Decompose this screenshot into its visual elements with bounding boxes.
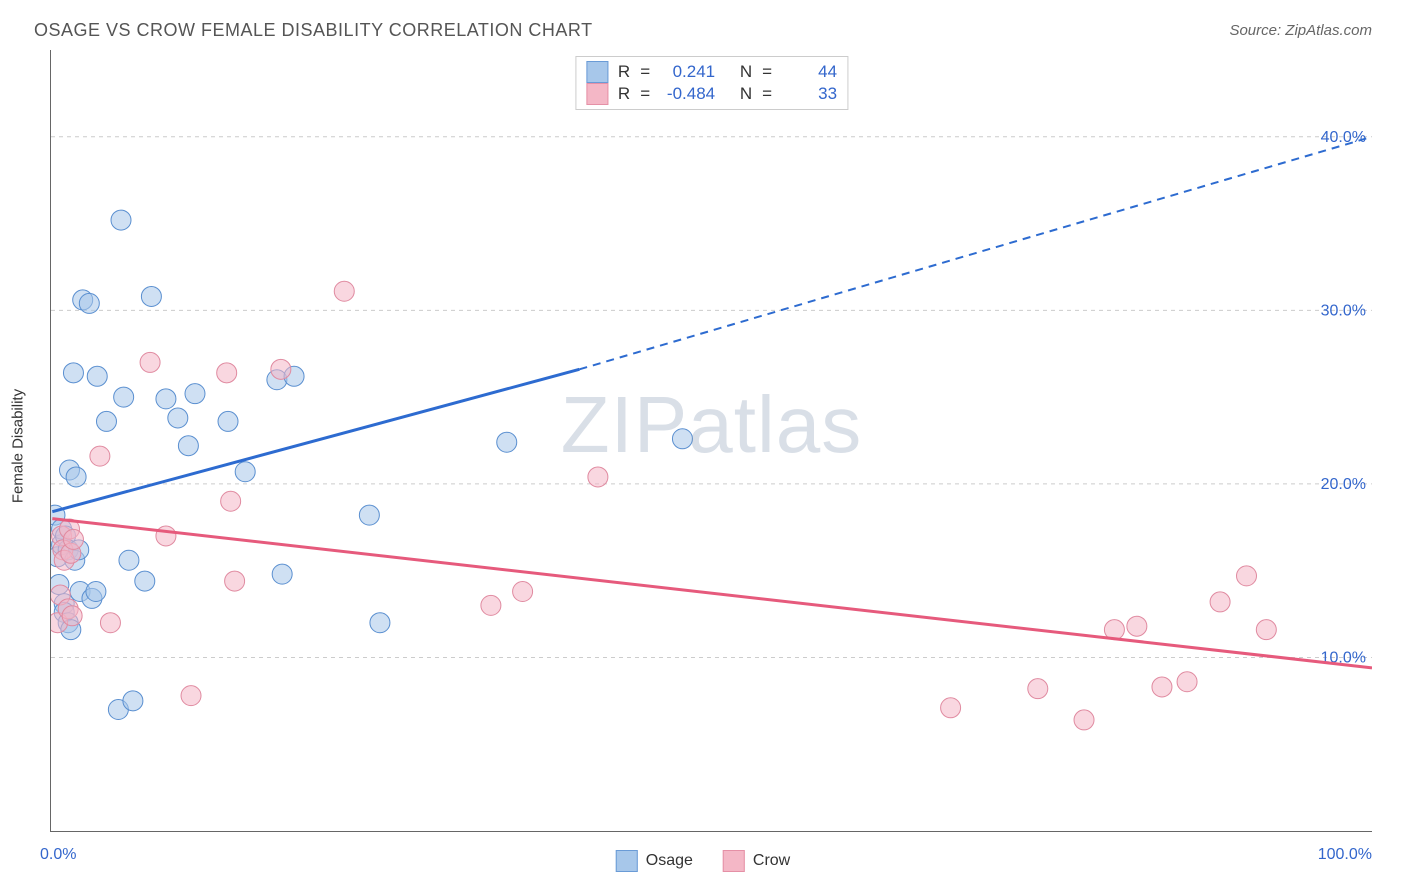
source-label: Source: ZipAtlas.com <box>1229 22 1372 39</box>
legend-item-osage: Osage <box>616 850 693 872</box>
svg-text:20.0%: 20.0% <box>1321 476 1366 493</box>
swatch-osage-icon <box>616 850 638 872</box>
swatch-crow-icon <box>723 850 745 872</box>
eq: = <box>640 84 650 104</box>
legend-row-osage: R = 0.241 N = 44 <box>586 61 837 83</box>
n-label: N <box>740 62 752 82</box>
y-axis-label: Female Disability <box>10 389 27 503</box>
chart-header: OSAGE VS CROW FEMALE DISABILITY CORRELAT… <box>34 20 1372 41</box>
eq: = <box>640 62 650 82</box>
series-legend: Osage Crow <box>616 850 790 872</box>
scatter-svg: 10.0%20.0%30.0%40.0% <box>51 50 1372 831</box>
svg-text:30.0%: 30.0% <box>1321 302 1366 319</box>
n-label: N <box>740 84 752 104</box>
eq: = <box>762 84 772 104</box>
r-label: R <box>618 84 630 104</box>
n-value-osage: 44 <box>782 62 837 82</box>
swatch-osage <box>586 61 608 83</box>
x-axis-max-label: 100.0% <box>1318 846 1372 864</box>
correlation-legend: R = 0.241 N = 44 R = -0.484 N = 33 <box>575 56 848 110</box>
n-value-crow: 33 <box>782 84 837 104</box>
chart-plot-area: ZIPatlas 10.0%20.0%30.0%40.0% R = 0.241 … <box>50 50 1372 832</box>
r-label: R <box>618 62 630 82</box>
legend-item-crow: Crow <box>723 850 790 872</box>
eq: = <box>762 62 772 82</box>
chart-title: OSAGE VS CROW FEMALE DISABILITY CORRELAT… <box>34 20 593 41</box>
svg-text:40.0%: 40.0% <box>1321 129 1366 146</box>
legend-label-crow: Crow <box>753 852 790 870</box>
legend-label-osage: Osage <box>646 852 693 870</box>
swatch-crow <box>586 83 608 105</box>
legend-row-crow: R = -0.484 N = 33 <box>586 83 837 105</box>
r-value-osage: 0.241 <box>660 62 715 82</box>
r-value-crow: -0.484 <box>660 84 715 104</box>
x-axis-min-label: 0.0% <box>40 846 76 864</box>
